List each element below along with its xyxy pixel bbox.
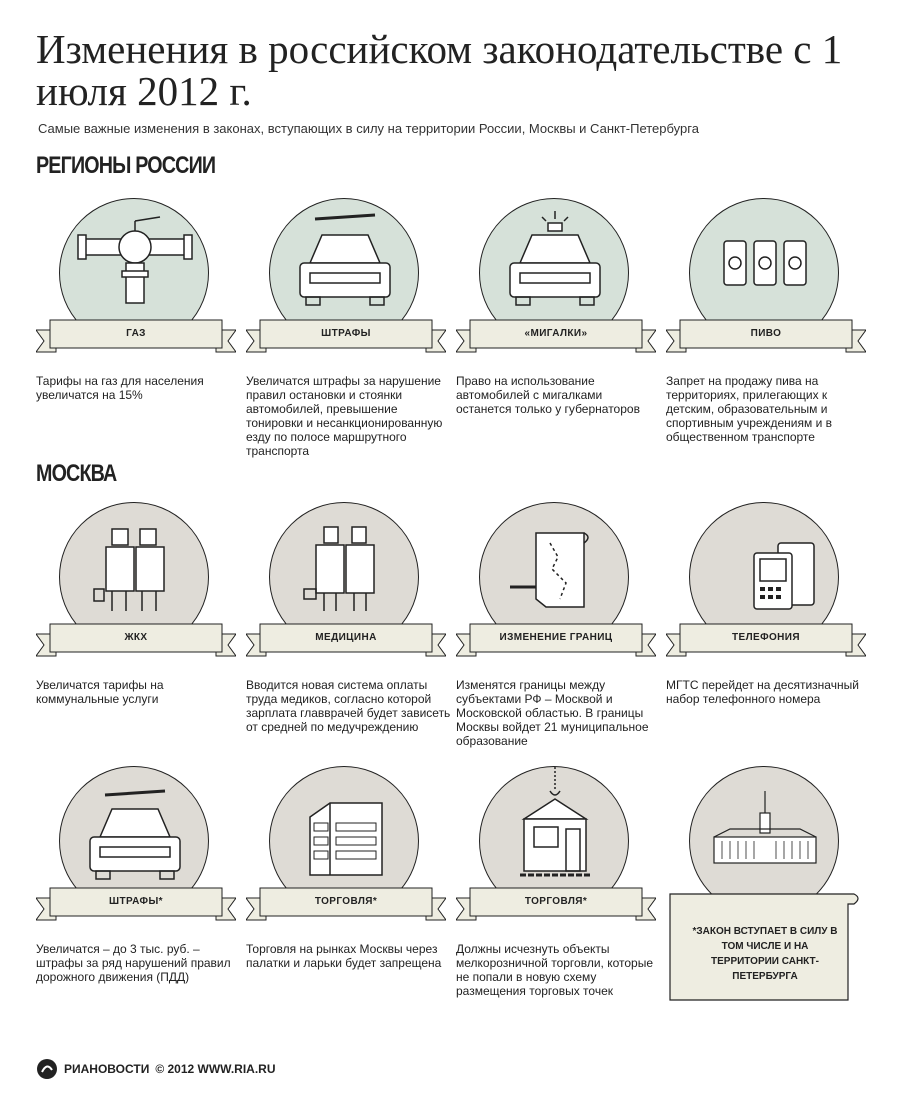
ria-logo-icon: [37, 1059, 57, 1079]
card-label: МЕДИЦИНА: [315, 632, 377, 643]
card-borders: ИЗМЕНЕНИЕ ГРАНИЦ Изменятся границы между…: [456, 502, 656, 802]
card-label: ИЗМЕНЕНИЕ ГРАНИЦ: [499, 632, 613, 643]
card-sirens: «МИГАЛКИ» Право на использование автомоб…: [456, 198, 656, 498]
card-label: ТОРГОВЛЯ*: [524, 896, 588, 907]
card-description: Увеличатся штрафы за нарушение правил ос…: [246, 374, 443, 458]
card-description: Право на использование автомобилей с миг…: [456, 374, 640, 416]
ribbon: [456, 887, 656, 921]
ribbon: [456, 319, 656, 353]
card-trade-markets: ТОРГОВЛЯ* Торговля на рынках Москвы чере…: [246, 766, 446, 1066]
card-utilities: ЖКХ Увеличатся тарифы на коммунальные ус…: [36, 502, 236, 802]
card-label: ПИВО: [750, 328, 782, 339]
card-medicine: МЕДИЦИНА Вводится новая система оплаты т…: [246, 502, 450, 802]
card-description: Тарифы на газ для населения увеличатся н…: [36, 374, 204, 402]
section-heading-moscow: МОСКВА: [36, 460, 117, 487]
card-telephony: ТЕЛЕФОНИЯ МГТС перейдет на десятизначный…: [666, 502, 866, 802]
ribbon: [666, 319, 866, 353]
footer-copyright: © 2012 WWW.RIA.RU: [155, 1062, 276, 1076]
footer: РИАНОВОСТИ © 2012 WWW.RIA.RU: [36, 1058, 276, 1080]
card-label: ТЕЛЕФОНИЯ: [732, 632, 800, 643]
ribbon: [36, 887, 236, 921]
card-description: Увеличатся – до 3 тыс. руб. – штрафы за …: [36, 942, 231, 984]
card-description: Увеличатся тарифы на коммунальные услуги: [36, 678, 164, 706]
card-description: Вводится новая система оплаты труда меди…: [246, 678, 451, 734]
card-description: Торговля на рынках Москвы через палатки …: [246, 942, 442, 970]
page-title: Изменения в российском законодательстве …: [36, 26, 843, 114]
footer-brand: РИАНОВОСТИ: [64, 1062, 150, 1076]
ribbon: [36, 623, 236, 657]
card-beer: ПИВО Запрет на продажу пива на территори…: [666, 198, 866, 498]
card-label: ЖКХ: [124, 632, 148, 643]
ribbon: [36, 319, 236, 353]
ribbon: [456, 623, 656, 657]
ribbon: [666, 623, 866, 657]
card-trade-kiosks: ТОРГОВЛЯ* Должны исчезнуть объекты мелко…: [456, 766, 656, 1066]
card-fines: ШТРАФЫ Увеличатся штрафы за нарушение пр…: [246, 198, 446, 498]
card-description: МГТС перейдет на десятизначный набор тел…: [666, 678, 859, 706]
card-gas: ГАЗ Тарифы на газ для населения увеличат…: [36, 198, 236, 498]
ribbon: [246, 319, 446, 353]
ribbon: [246, 887, 446, 921]
card-description: Запрет на продажу пива на территориях, п…: [666, 374, 832, 444]
card-description: Должны исчезнуть объекты мелкорозничной …: [456, 942, 653, 998]
note-scroll: [669, 893, 859, 1001]
ribbon: [246, 623, 446, 657]
note-text: *ЗАКОН ВСТУПАЕТ В СИЛУ В ТОМ ЧИСЛЕ И НА …: [692, 926, 838, 982]
card-label: «МИГАЛКИ»: [524, 328, 588, 339]
card-label: ШТРАФЫ: [321, 328, 371, 339]
card-fines-moscow: ШТРАФЫ* Увеличатся – до 3 тыс. руб. – шт…: [36, 766, 236, 1066]
card-description: Изменятся границы между субъектами РФ – …: [456, 678, 649, 748]
card-label: ШТРАФЫ*: [109, 896, 163, 907]
section-heading-russia: РЕГИОНЫ РОССИИ: [36, 152, 216, 179]
card-label: ГАЗ: [126, 328, 146, 339]
page-subtitle: Самые важные изменения в законах, вступа…: [38, 121, 699, 136]
card-label: ТОРГОВЛЯ*: [314, 896, 378, 907]
